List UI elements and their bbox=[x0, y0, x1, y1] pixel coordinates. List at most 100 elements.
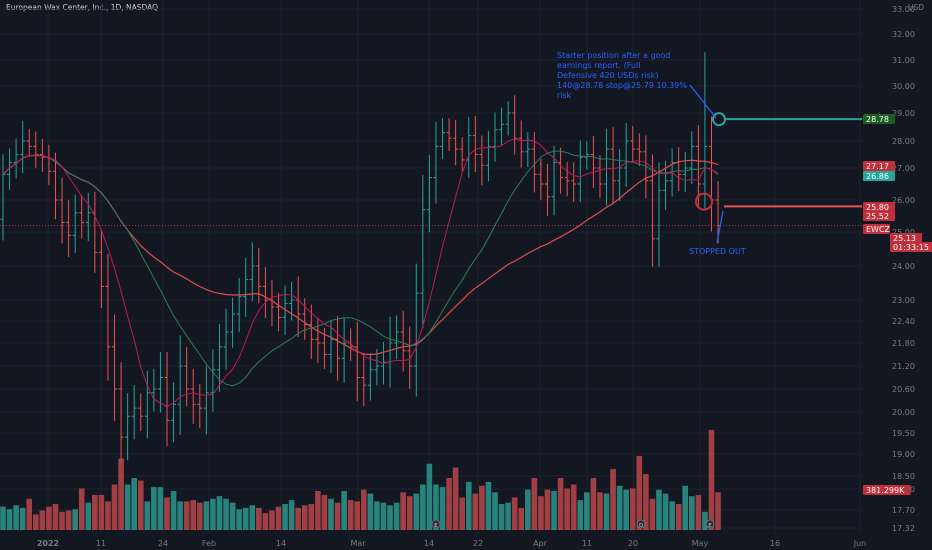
y-tick-label: 27.00 bbox=[892, 164, 915, 173]
event-marker-letter: D bbox=[639, 523, 643, 529]
volume-bar bbox=[177, 501, 183, 530]
currency-label: USD bbox=[907, 3, 924, 12]
y-tick-label: 22.40 bbox=[892, 317, 915, 326]
x-tick-label: 11 bbox=[582, 539, 592, 548]
volume-bar bbox=[183, 501, 190, 530]
volume-bar bbox=[610, 468, 616, 530]
volume-bar bbox=[570, 484, 577, 530]
volume-bar bbox=[229, 502, 236, 530]
volume-bar bbox=[413, 493, 420, 530]
volume-bar bbox=[59, 511, 65, 530]
volume-bar bbox=[492, 492, 498, 530]
volume-bar bbox=[164, 497, 170, 530]
price-label: 27.17 bbox=[866, 162, 889, 171]
volume-bar bbox=[439, 487, 446, 530]
volume-bar bbox=[452, 467, 459, 530]
volume-bar bbox=[216, 496, 223, 530]
volume-bar bbox=[446, 478, 452, 530]
volume-bar bbox=[334, 502, 341, 530]
price-label-bg bbox=[863, 202, 895, 212]
x-tick-label: Feb bbox=[202, 539, 216, 548]
volume-bar bbox=[367, 493, 374, 530]
volume-bar bbox=[629, 488, 636, 530]
y-tick-label: 29.00 bbox=[892, 109, 915, 118]
y-tick-label: 18.50 bbox=[892, 472, 915, 481]
volume-bar bbox=[682, 485, 689, 530]
volume-bar bbox=[551, 491, 557, 530]
volume-bar bbox=[92, 494, 98, 530]
volume-bar bbox=[393, 502, 400, 530]
volume-bar bbox=[531, 478, 538, 530]
y-tick-label: 19.50 bbox=[892, 429, 915, 438]
volume-bar bbox=[118, 458, 124, 530]
volume-bar bbox=[518, 507, 525, 530]
volume-bar bbox=[19, 507, 26, 530]
volume-bar bbox=[702, 511, 708, 530]
price-label: 381.299K bbox=[866, 486, 905, 495]
y-tick-label: 23.00 bbox=[892, 296, 915, 305]
volume-bar bbox=[321, 494, 328, 530]
volume-bar bbox=[426, 463, 433, 530]
volume-bar bbox=[124, 484, 131, 530]
x-tick-label: Jun bbox=[853, 539, 867, 548]
volume-bar bbox=[236, 509, 242, 530]
annotation-text: risk bbox=[557, 91, 572, 100]
price-label: 26.86 bbox=[866, 172, 889, 181]
volume-bar bbox=[301, 505, 308, 530]
y-tick-label: 30.00 bbox=[892, 82, 915, 91]
volume-bar bbox=[105, 501, 111, 530]
event-marker-letter: E bbox=[434, 523, 437, 529]
x-tick-label: 24 bbox=[158, 539, 168, 548]
volume-bar bbox=[675, 504, 682, 530]
annotation-text: 140@28.78 stop@25.79 10.39% bbox=[557, 81, 687, 90]
volume-bar bbox=[190, 500, 197, 530]
x-tick-label: 22 bbox=[473, 539, 483, 548]
volume-bar bbox=[262, 513, 269, 530]
y-tick-label: 31.00 bbox=[892, 56, 915, 65]
volume-bar bbox=[223, 498, 229, 530]
x-tick-label: May bbox=[692, 539, 709, 548]
price-label-bg bbox=[890, 242, 932, 252]
price-label-bg bbox=[863, 161, 895, 171]
x-tick-label: Apr bbox=[533, 539, 548, 548]
y-tick-label: 20.60 bbox=[892, 385, 915, 394]
price-label-bg bbox=[863, 224, 890, 234]
y-tick-label: 24.00 bbox=[892, 262, 915, 271]
price-label-bg bbox=[863, 211, 895, 221]
volume-bar bbox=[465, 481, 472, 530]
volume-bar bbox=[46, 506, 52, 530]
volume-bar bbox=[315, 491, 321, 530]
event-marker-icon bbox=[636, 519, 646, 529]
y-tick-label: 17.70 bbox=[892, 506, 915, 515]
x-tick-label: Mar bbox=[350, 539, 366, 548]
price-label-bg bbox=[863, 485, 911, 495]
annotation-text: earnings report. (Full bbox=[557, 61, 640, 70]
volume-bar bbox=[400, 492, 406, 530]
x-tick-label: 14 bbox=[424, 539, 434, 548]
volume-bar bbox=[538, 496, 544, 530]
volume-bar bbox=[85, 502, 92, 530]
volume-bar bbox=[498, 504, 505, 530]
y-tick-label: 33.00 bbox=[892, 5, 915, 14]
volume-bar bbox=[695, 494, 702, 530]
volume-bar bbox=[275, 506, 282, 530]
price-label: 25.80 bbox=[866, 203, 889, 212]
volume-bar bbox=[505, 502, 511, 530]
volume-bar bbox=[131, 478, 137, 530]
entry-marker bbox=[712, 112, 726, 127]
volume-bar bbox=[98, 494, 105, 530]
volume-bar bbox=[597, 492, 603, 530]
event-marker-letter: E bbox=[708, 523, 711, 529]
volume-bar bbox=[33, 514, 39, 530]
volume-bar bbox=[328, 498, 334, 530]
volume-bar bbox=[26, 498, 33, 530]
annotation-text: Defensive 420 USDs risk) bbox=[557, 71, 659, 80]
volume-bar bbox=[616, 485, 623, 530]
x-tick-label: 11 bbox=[96, 539, 106, 548]
volume-bar bbox=[649, 498, 656, 530]
y-tick-label: 17.32 bbox=[892, 524, 915, 533]
stopped-out-label: STOPPED OUT bbox=[689, 247, 746, 256]
volume-bar bbox=[623, 489, 629, 530]
y-tick-label: 20.00 bbox=[892, 408, 915, 417]
